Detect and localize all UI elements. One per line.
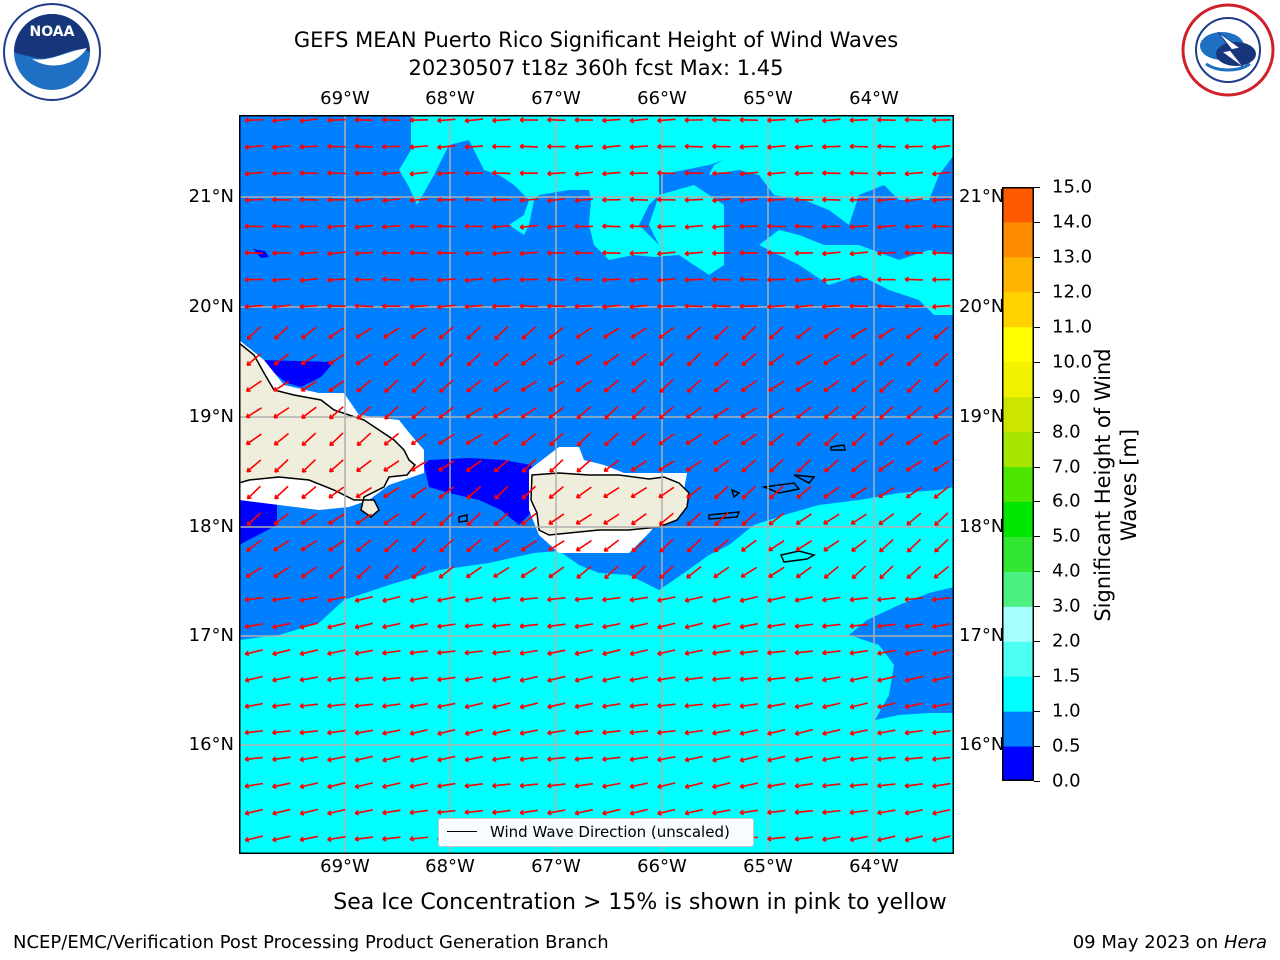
lon-tick-top: 69°W <box>320 88 370 109</box>
lat-tick-right: 17°N <box>959 625 1005 646</box>
colorbar-tick-label: 0.5 <box>1052 735 1081 757</box>
map-subtitle: 20230507 t18z 360h fcst Max: 1.45 <box>408 56 784 80</box>
lat-tick-right: 19°N <box>959 406 1005 427</box>
land-desecheo <box>458 514 468 523</box>
lon-tick-top: 64°W <box>849 88 899 109</box>
lat-tick-right: 16°N <box>959 734 1005 755</box>
lon-tick-bottom: 67°W <box>531 856 581 877</box>
colorbar-tick-label: 4.0 <box>1052 560 1081 582</box>
colorbar-tick-label: 5.0 <box>1052 525 1081 547</box>
colorbar-tick-label: 7.0 <box>1052 456 1081 478</box>
ocean-1.0-1.5-north <box>399 115 954 260</box>
lon-tick-bottom: 64°W <box>849 856 899 877</box>
colorbar-tick-label: 3.0 <box>1052 595 1081 617</box>
noaa-logo-icon: NOAA <box>3 3 101 101</box>
colorbar-tick-mark <box>1034 781 1040 782</box>
ocean-1.0-1.5-ne-band <box>759 230 954 315</box>
colorbar-tick-mark <box>1034 501 1040 503</box>
colorbar-tick-mark <box>1034 536 1040 538</box>
colorbar-tick-label: 13.0 <box>1052 246 1093 268</box>
wave-height-map <box>239 115 954 854</box>
lat-tick-left: 19°N <box>188 406 234 427</box>
colorbar <box>1002 187 1034 781</box>
lon-tick-bottom: 66°W <box>637 856 687 877</box>
colorbar-tick-label: 14.0 <box>1052 211 1093 233</box>
colorbar-tick-mark <box>1034 221 1040 223</box>
colorbar-tick-mark <box>1034 711 1040 713</box>
colorbar-label: Significant Height of Wind Waves [m] <box>1091 348 1141 622</box>
colorbar-tick-label: 12.0 <box>1052 281 1093 303</box>
lon-tick-top: 66°W <box>637 88 687 109</box>
colorbar-tick-label: 6.0 <box>1052 490 1081 512</box>
svg-text:NOAA: NOAA <box>30 24 75 40</box>
lon-tick-top: 65°W <box>743 88 793 109</box>
lon-tick-top: 67°W <box>531 88 581 109</box>
colorbar-tick-mark <box>1034 571 1040 573</box>
land-anegada <box>830 444 846 451</box>
colorbar-tick-mark <box>1034 326 1040 328</box>
colorbar-tick-label: 8.0 <box>1052 421 1081 443</box>
sea-ice-note: Sea Ice Concentration > 15% is shown in … <box>333 890 947 915</box>
ocean-0.5-1.0-se-lobe <box>849 587 954 720</box>
colorbar-tick-mark <box>1034 361 1040 363</box>
colorbar-tick-mark <box>1034 606 1040 608</box>
colorbar-tick-mark <box>1034 291 1040 293</box>
ocean-1.0-1.5-south <box>239 487 954 854</box>
ocean-0.0-0.5-nw <box>259 360 334 387</box>
map-frame <box>239 115 954 854</box>
lat-tick-left: 16°N <box>188 734 234 755</box>
lon-tick-bottom: 69°W <box>320 856 370 877</box>
colorbar-tick-mark <box>1034 641 1040 643</box>
ocean-0.0-0.5-mona <box>424 458 537 525</box>
nws-logo-icon <box>1181 3 1275 97</box>
lat-tick-left: 17°N <box>188 625 234 646</box>
land-culebra-vieques <box>708 474 816 520</box>
map-title: GEFS MEAN Puerto Rico Significant Height… <box>293 28 899 52</box>
lat-tick-right: 20°N <box>959 296 1005 317</box>
colorbar-tick-label: 2.0 <box>1052 630 1081 652</box>
lat-tick-right: 21°N <box>959 186 1005 207</box>
colorbar-tick-mark <box>1034 466 1040 468</box>
lat-tick-left: 18°N <box>188 516 234 537</box>
colorbar-tick-mark <box>1034 431 1040 433</box>
wind-wave-arrows <box>244 116 951 843</box>
ocean-0.0-0.5-west <box>239 500 277 545</box>
colorbar-tick-mark <box>1034 396 1040 398</box>
lat-tick-left: 20°N <box>188 296 234 317</box>
colorbar-tick-label: 10.0 <box>1052 351 1093 373</box>
land-puerto-rico <box>530 472 690 536</box>
land-hispaniola <box>239 342 417 518</box>
colorbar-tick-label: 0.0 <box>1052 770 1081 792</box>
legend-label: Wind Wave Direction (unscaled) <box>490 823 730 841</box>
lon-tick-bottom: 65°W <box>743 856 793 877</box>
ocean-1.0-1.5-east-lobe <box>649 185 724 275</box>
arrow-legend: Wind Wave Direction (unscaled) <box>438 818 754 847</box>
colorbar-tick-label: 9.0 <box>1052 386 1081 408</box>
colorbar-tick-label: 1.5 <box>1052 665 1081 687</box>
colorbar-tick-mark <box>1034 256 1040 258</box>
colorbar-tick-mark <box>1034 676 1040 678</box>
footer-date: 09 May 2023 on Hera <box>1073 932 1267 953</box>
footer-branch: NCEP/EMC/Verification Post Processing Pr… <box>13 932 609 953</box>
footer-host: Hera <box>1223 932 1267 953</box>
legend-line-swatch <box>447 831 477 832</box>
graticule <box>239 115 954 854</box>
colorbar-tick-mark <box>1034 187 1040 188</box>
footer-date-text: 09 May 2023 on <box>1072 932 1224 953</box>
colorbar-tick-label: 1.0 <box>1052 700 1081 722</box>
lon-tick-bottom: 68°W <box>425 856 475 877</box>
land-st-croix <box>779 550 816 563</box>
colorbar-tick-mark <box>1034 746 1040 748</box>
lat-tick-right: 18°N <box>959 516 1005 537</box>
lon-tick-top: 68°W <box>425 88 475 109</box>
colorbar-tick-label: 11.0 <box>1052 316 1093 338</box>
colorbar-tick-label: 15.0 <box>1052 176 1093 198</box>
lat-tick-left: 21°N <box>188 186 234 207</box>
